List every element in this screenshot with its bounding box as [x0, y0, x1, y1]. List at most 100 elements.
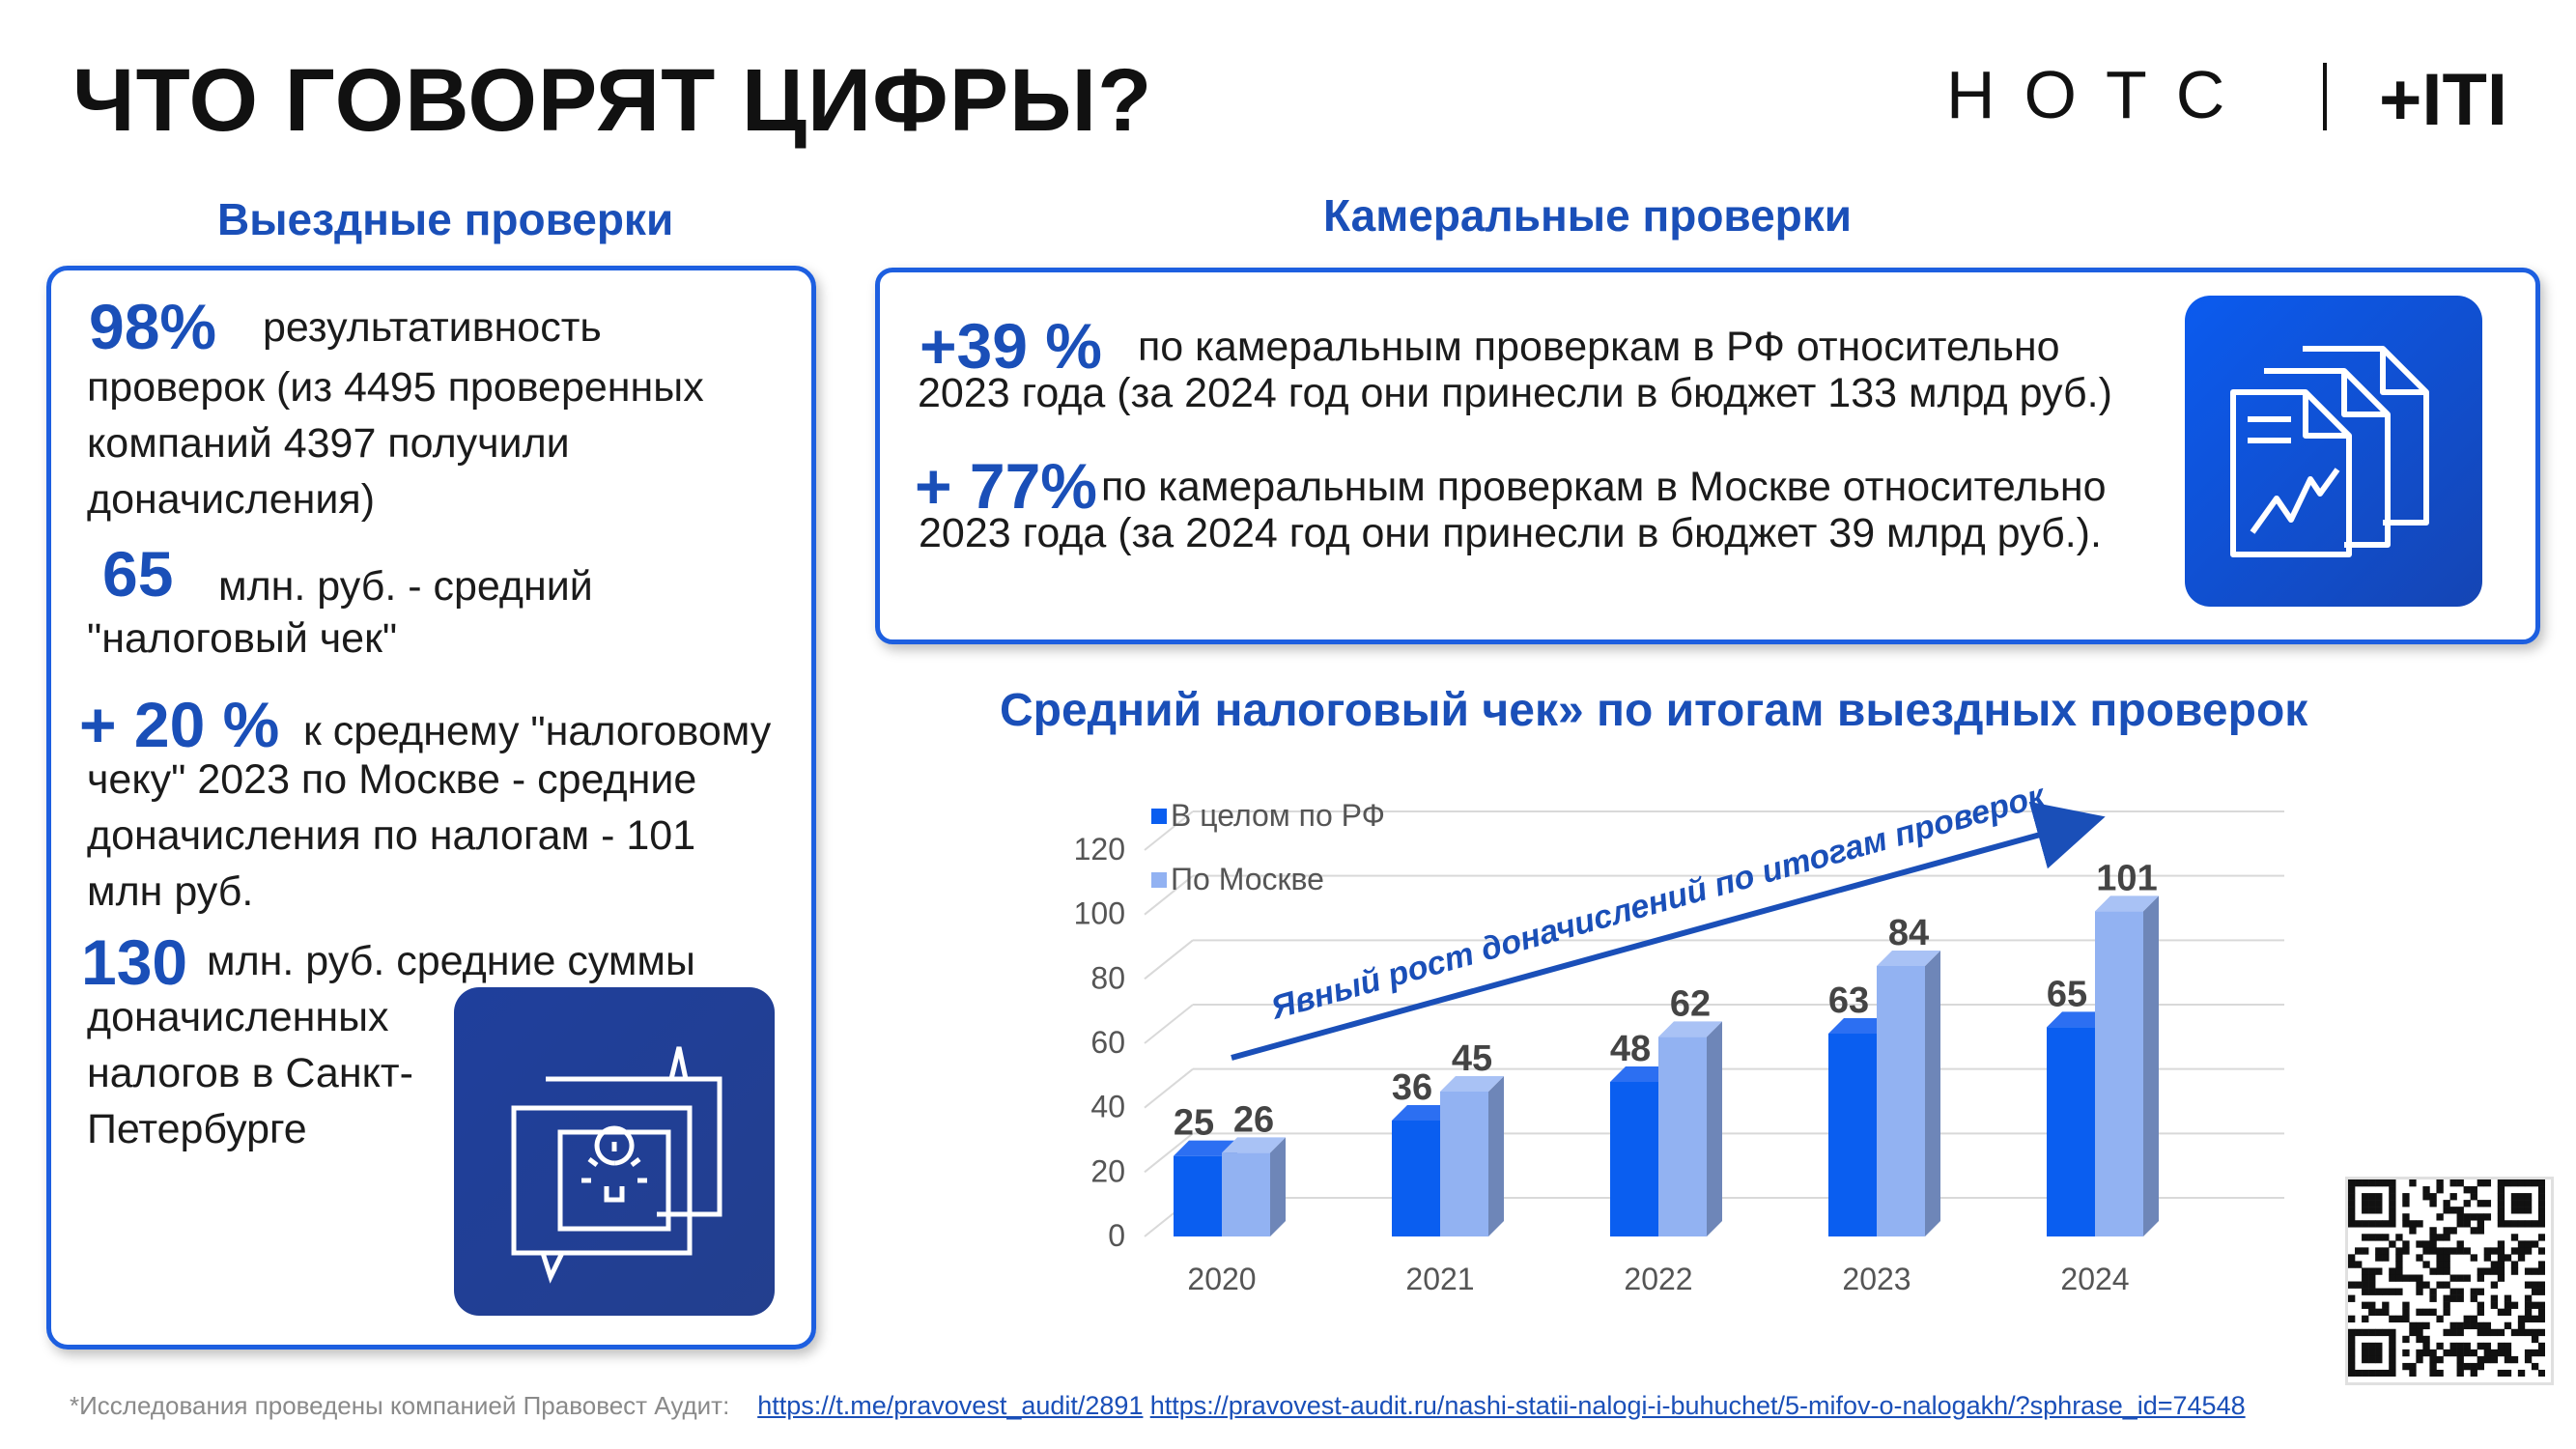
- footnote-text: *Исследования проведены компанией Правов…: [70, 1391, 730, 1420]
- stat-line: доначисления по налогам - 101: [87, 812, 696, 859]
- bar-top: [2095, 895, 2159, 912]
- stat-line: доначисленных: [87, 994, 389, 1040]
- bar: [1610, 1082, 1658, 1236]
- data-label: 45: [1452, 1038, 1492, 1079]
- bar: [2047, 1027, 2095, 1236]
- stat-block-65: 65 млн. руб. - средний "налоговый чек": [87, 537, 792, 667]
- bar-top: [1828, 1018, 1892, 1034]
- stat-line: млн руб.: [87, 868, 254, 915]
- legend-swatch: [1151, 809, 1167, 824]
- bar-side: [2143, 895, 2159, 1236]
- stat-line: чеку" 2023 по Москве - средние: [87, 756, 697, 803]
- stat-line: 2023 года (за 2024 год они принесли в бю…: [919, 510, 2102, 556]
- stat-text: результативность: [263, 304, 602, 351]
- bar: [1658, 1037, 1707, 1236]
- footnote: *Исследования проведены компанией Правов…: [70, 1391, 2246, 1421]
- data-label: 62: [1670, 983, 1711, 1024]
- bar: [1174, 1155, 1222, 1236]
- bar: [1828, 1034, 1877, 1236]
- bar: [1877, 966, 1925, 1236]
- stat-block-130: 130 млн. руб. средние суммы доначисленны…: [81, 925, 815, 1157]
- stat-line: компаний 4397 получили: [87, 420, 570, 467]
- stat-text: по камеральным проверкам в РФ относитель…: [1138, 324, 2060, 370]
- documents-chart-icon: [2185, 296, 2482, 607]
- stat-value: + 20 %: [79, 689, 280, 760]
- stat-text: млн. руб. - средний: [218, 563, 593, 610]
- data-label: 36: [1392, 1067, 1432, 1108]
- trend-arrow: [1231, 801, 2106, 1061]
- y-tick-label: 40: [1090, 1090, 1125, 1124]
- idea-bulb-icon: [454, 987, 775, 1316]
- bar-top: [1658, 1021, 1722, 1037]
- chart-title: Средний налоговый чек» по итогам выездны…: [1000, 685, 2308, 736]
- bar-top: [1222, 1137, 1286, 1153]
- desk-audits-panel: [875, 268, 2540, 644]
- gridline: [1144, 874, 1194, 916]
- data-label: 63: [1828, 980, 1869, 1021]
- legend-label: В целом по РФ: [1171, 798, 1385, 833]
- gridline: [1144, 1067, 1194, 1109]
- data-label: 25: [1174, 1103, 1214, 1144]
- desk-stat-77: + 77% по камеральным проверкам в Москве …: [913, 449, 2197, 561]
- x-tick-label: 2021: [1405, 1262, 1474, 1296]
- bar-side: [1925, 951, 1940, 1236]
- right-section-title: Камеральные проверки: [1323, 190, 1853, 241]
- data-label: 84: [1888, 913, 1929, 953]
- bar: [1222, 1152, 1270, 1236]
- stat-value: +39 %: [920, 310, 1102, 382]
- bar-top: [1392, 1105, 1456, 1121]
- y-tick-label: 60: [1090, 1025, 1125, 1060]
- data-label: 26: [1233, 1099, 1274, 1140]
- field-audits-panel: [46, 266, 816, 1350]
- y-tick-label: 80: [1090, 960, 1125, 995]
- stat-block-20: + 20 % к среднему "налоговому чеку" 2023…: [79, 688, 813, 920]
- bar: [2095, 911, 2143, 1236]
- bar-top: [1440, 1076, 1504, 1092]
- stat-text: млн. руб. средние суммы: [207, 938, 695, 984]
- x-tick-label: 2022: [1624, 1262, 1692, 1296]
- gridline: [1144, 1004, 1194, 1044]
- y-tick-label: 0: [1108, 1218, 1125, 1253]
- y-tick-label: 120: [1074, 832, 1125, 867]
- bar-side: [1488, 1076, 1504, 1236]
- stat-line: 2023 года (за 2024 год они принесли в бю…: [918, 370, 2112, 416]
- bar-top: [2047, 1011, 2110, 1028]
- gridline: [1144, 1132, 1194, 1174]
- stat-line: налогов в Санкт-: [87, 1050, 413, 1096]
- bar-side: [1707, 1021, 1722, 1236]
- y-tick-label: 100: [1074, 896, 1125, 931]
- stat-line: Петербурге: [87, 1106, 307, 1152]
- source-link-site[interactable]: https://pravovest-audit.ru/nashi-statii-…: [1149, 1391, 2246, 1420]
- stat-value: + 77%: [915, 450, 1097, 522]
- source-link-telegram[interactable]: https://t.me/pravovest_audit/2891: [757, 1391, 1144, 1420]
- data-label: 65: [2047, 974, 2087, 1014]
- stat-value: 130: [81, 926, 188, 998]
- legend-label: По Москве: [1171, 862, 1324, 896]
- x-tick-label: 2020: [1187, 1262, 1256, 1296]
- y-tick-label: 20: [1090, 1153, 1125, 1188]
- qr-code-icon: [2345, 1177, 2554, 1385]
- data-label: 48: [1610, 1029, 1651, 1069]
- logo-iti: +ITI: [2379, 59, 2508, 141]
- x-tick-label: 2024: [2060, 1262, 2129, 1296]
- tax-check-bar-chart: 0 20 40 60 80 100 120 2020 2021 2022 2023 2024 25 26…: [1074, 777, 2284, 1296]
- stat-value: 98%: [89, 291, 217, 362]
- bar: [1392, 1121, 1440, 1236]
- stat-value: 65: [102, 538, 174, 610]
- stat-line: доначисления): [87, 476, 376, 523]
- gridline: [1144, 810, 1194, 851]
- stat-line: проверок (из 4495 проверенных: [87, 364, 704, 411]
- stat-line: "налоговый чек": [87, 615, 398, 662]
- logo-hots: НОТС: [1946, 57, 2254, 132]
- stat-block-98: 98% результативность проверок (из 4495 п…: [87, 290, 792, 527]
- bar-top: [1877, 951, 1940, 966]
- left-section-title: Выездные проверки: [217, 194, 674, 244]
- bar-top: [1610, 1066, 1674, 1082]
- bar-side: [1270, 1137, 1286, 1236]
- x-tick-label: 2023: [1842, 1262, 1911, 1296]
- stat-text: к среднему "налоговому: [303, 708, 772, 754]
- stat-text: по камеральным проверкам в Москве относи…: [1101, 464, 2107, 510]
- bar-top: [1174, 1140, 1237, 1156]
- logo-divider: [2323, 63, 2327, 130]
- page-title: ЧТО ГОВОРЯТ ЦИФРЫ?: [72, 51, 1153, 150]
